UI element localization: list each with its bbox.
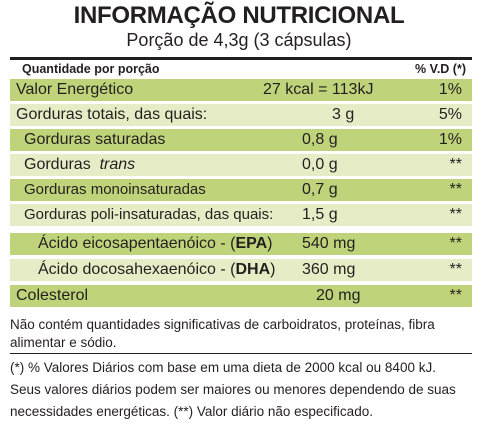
row-label: Ácido docosahexaenóico - (DHA) (38, 261, 276, 278)
divider (10, 353, 472, 354)
nutrition-row-epa: Ácido eicosapentaenóico - (EPA) 540 mg *… (10, 233, 472, 255)
row-vd: 1% (438, 131, 462, 148)
row-amount: 0,7 g (302, 181, 338, 198)
epa-abbrev: EPA (235, 235, 268, 252)
row-vd: ** (449, 287, 462, 304)
row-label: Colesterol (16, 287, 89, 304)
nutrition-row-energy: Valor Energético 27 kcal = 113kJ 1% (10, 79, 472, 101)
row-vd: ** (449, 235, 462, 252)
row-label: Valor Energético (16, 81, 134, 98)
vd-column-header: % V.D (*) (415, 62, 466, 76)
row-amount: 27 kcal = 113kJ (263, 81, 374, 98)
dha-abbrev: DHA (235, 261, 271, 278)
serving-size: Porção de 4,3g (3 cápsulas) (126, 30, 352, 50)
row-label: Gorduras trans (24, 156, 136, 173)
nutrition-row-trans-fat: Gorduras trans 0,0 g ** (10, 154, 472, 176)
nutrition-row-monounsaturated-fat: Gorduras monoinsaturadas 0,7 g ** (10, 179, 472, 201)
row-amount: 0,0 g (302, 156, 338, 173)
row-amount: 3 g (332, 106, 355, 123)
footnote-daily-values: (*) % Valores Diários com base em uma di… (10, 357, 472, 423)
footnote-line: Seus valores diários podem ser maiores o… (10, 382, 456, 397)
nutrition-row-total-fat: Gorduras totais, das quais: 3 g 5% (10, 104, 472, 126)
row-vd: 5% (438, 106, 462, 123)
row-amount: 540 mg (302, 235, 356, 252)
row-label: Ácido eicosapentaenóico - (EPA) (38, 235, 273, 252)
row-label: Gorduras poli-insaturadas, das quais: (24, 206, 274, 223)
footnote-line: Não contém quantidades significativas de… (10, 317, 435, 332)
nutrition-row-polyunsaturated-fat: Gorduras poli-insaturadas, das quais: 1,… (10, 204, 472, 226)
footnote-not-significant: Não contém quantidades significativas de… (10, 316, 472, 352)
row-vd: ** (449, 261, 462, 278)
row-vd: 1% (438, 81, 462, 98)
footnote-line: (*) % Valores Diários com base em uma di… (10, 360, 436, 375)
nutrition-row-dha: Ácido docosahexaenóico - (DHA) 360 mg ** (10, 259, 472, 281)
trans-italic-label: trans (99, 156, 136, 173)
row-amount: 20 mg (316, 287, 361, 304)
row-vd: ** (449, 206, 462, 223)
row-vd: ** (449, 181, 462, 198)
row-label: Gorduras totais, das quais: (16, 106, 208, 123)
nutrition-row-saturated-fat: Gorduras saturadas 0,8 g 1% (10, 129, 472, 151)
nutrition-row-cholesterol: Colesterol 20 mg ** (10, 285, 472, 307)
row-amount: 360 mg (302, 261, 356, 278)
quantity-column-header: Quantidade por porção (22, 62, 160, 76)
footnote-line: alimentar e sódio. (10, 335, 117, 350)
row-vd: ** (449, 156, 462, 173)
table-header: Quantidade por porção % V.D (*) (10, 57, 472, 80)
row-amount: 0,8 g (302, 131, 338, 148)
page-title: INFORMAÇÃO NUTRICIONAL (73, 2, 405, 29)
footnote-line: necessidades energéticas. (**) Valor diá… (10, 404, 373, 419)
row-amount: 1,5 g (302, 206, 338, 223)
row-label: Gorduras monoinsaturadas (24, 181, 206, 198)
row-label: Gorduras saturadas (24, 131, 166, 148)
